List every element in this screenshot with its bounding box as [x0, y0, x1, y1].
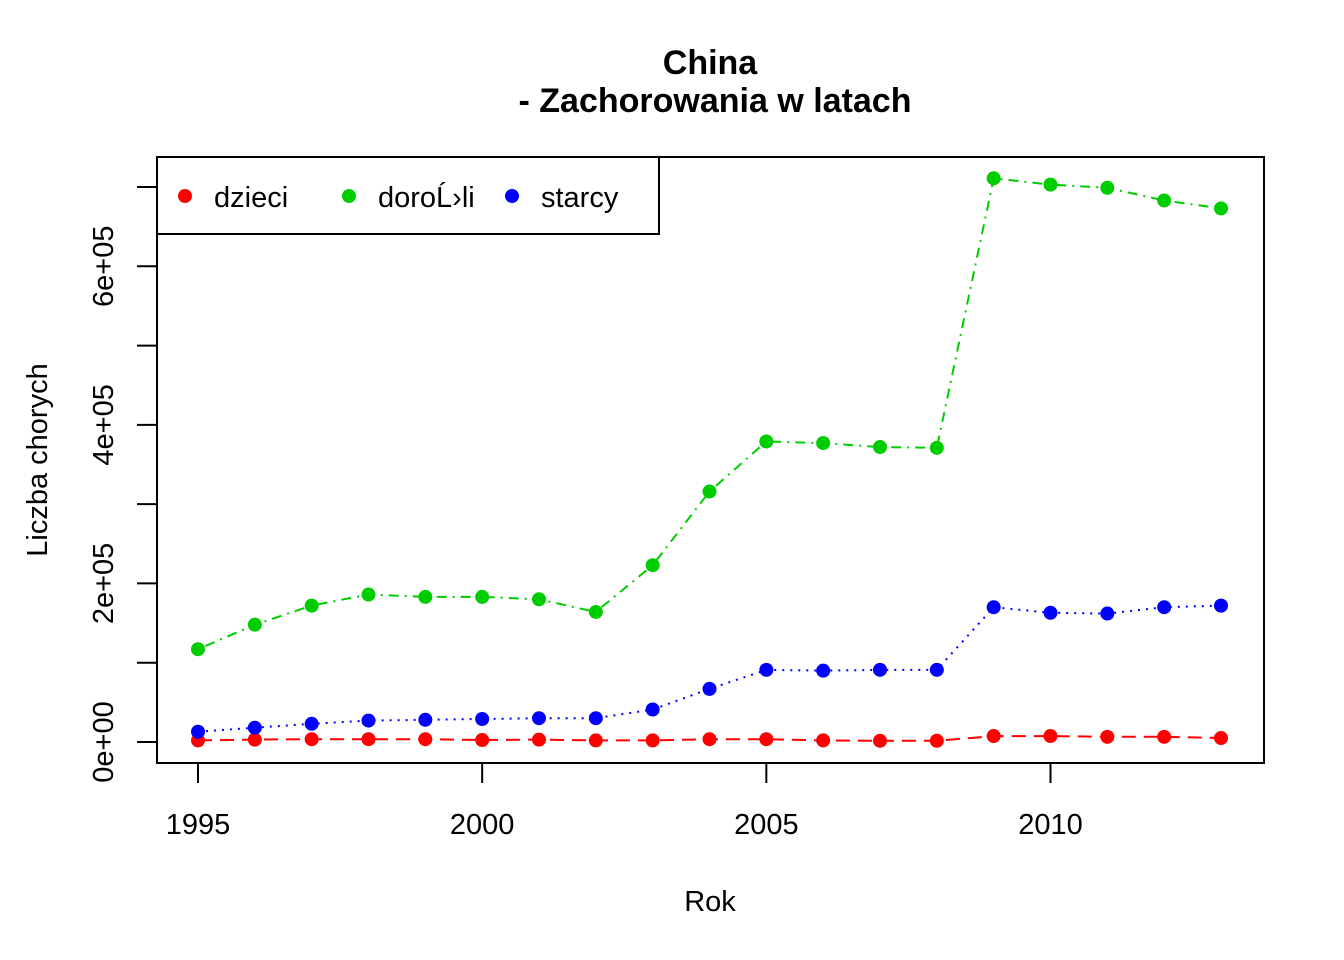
data-point	[645, 558, 660, 573]
data-point	[816, 663, 831, 678]
data-point	[929, 662, 944, 677]
data-point	[1214, 598, 1228, 613]
data-point	[247, 720, 262, 735]
data-point	[532, 592, 546, 607]
data-point	[759, 732, 774, 747]
x-tick-label: 2000	[450, 809, 515, 841]
data-point	[475, 712, 490, 727]
y-tick-label: 4e+05	[88, 384, 120, 465]
data-point	[873, 440, 887, 455]
data-point	[702, 732, 717, 747]
data-point	[418, 712, 433, 727]
legend-box	[156, 156, 660, 235]
data-point	[532, 711, 546, 726]
x-tick-label: 2005	[734, 809, 799, 841]
legend-label: starcy	[541, 182, 619, 214]
y-axis-label: Liczba chorych	[22, 363, 54, 556]
data-point	[986, 171, 1001, 186]
data-point	[986, 729, 1001, 744]
data-point	[929, 440, 944, 455]
data-point	[418, 589, 433, 604]
x-axis-label: Rok	[684, 886, 736, 918]
data-point	[759, 662, 774, 677]
data-point	[475, 589, 490, 604]
plot-area	[156, 156, 1265, 764]
chart-title: China	[663, 44, 759, 82]
data-point	[702, 484, 717, 499]
data-point	[1043, 177, 1058, 192]
data-point	[929, 733, 944, 748]
data-point	[816, 733, 831, 748]
data-point	[418, 732, 433, 747]
data-point	[873, 662, 887, 677]
data-point	[986, 600, 1001, 615]
y-tick-label: 0e+00	[88, 701, 120, 782]
data-point	[645, 733, 660, 748]
data-point	[1043, 605, 1058, 620]
series-line-2	[197, 604, 1222, 733]
legend-label: dzieci	[214, 182, 288, 214]
data-point	[304, 598, 319, 613]
data-point	[304, 732, 319, 747]
series-layer	[191, 171, 1228, 748]
x-axis: 1995 2000 2005 2010	[166, 762, 1083, 841]
data-point	[1157, 729, 1172, 744]
data-point	[1157, 600, 1172, 615]
data-point	[1100, 606, 1115, 621]
data-point	[759, 434, 774, 449]
data-point	[873, 733, 887, 748]
x-tick-label: 2010	[1018, 809, 1083, 841]
data-point	[702, 681, 717, 696]
data-point	[361, 732, 376, 747]
y-axis: 0e+00 2e+05 4e+05 6e+05	[88, 186, 158, 783]
data-point	[1100, 180, 1115, 195]
data-point	[588, 711, 603, 726]
y-tick-label: 6e+05	[88, 226, 120, 307]
data-point	[304, 716, 319, 731]
data-point	[247, 732, 262, 747]
legend: dzieci doroĹ›li starcy	[156, 156, 660, 235]
x-tick-label: 1995	[166, 809, 231, 841]
legend-marker	[342, 189, 356, 203]
y-tick-label: 2e+05	[88, 543, 120, 624]
data-point	[1214, 201, 1228, 216]
data-point	[1100, 729, 1115, 744]
data-point	[191, 724, 205, 739]
data-point	[816, 436, 831, 451]
chart-subtitle: - Zachorowania w latach	[519, 82, 912, 120]
series-line-1	[197, 177, 1222, 651]
data-point	[475, 733, 490, 748]
data-point	[1043, 729, 1058, 744]
data-point	[588, 733, 603, 748]
data-point	[1214, 731, 1228, 746]
data-point	[361, 713, 376, 728]
data-point	[361, 587, 376, 602]
data-point	[645, 702, 660, 717]
data-point	[588, 604, 603, 619]
data-point	[191, 642, 205, 657]
legend-marker	[178, 189, 192, 203]
data-point	[1157, 193, 1172, 208]
data-point	[247, 617, 262, 632]
legend-marker	[505, 189, 519, 203]
data-point	[532, 732, 546, 747]
legend-label: doroĹ›li	[378, 181, 475, 214]
